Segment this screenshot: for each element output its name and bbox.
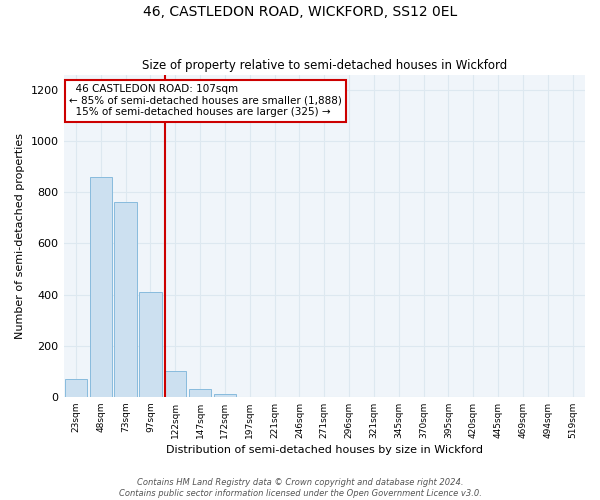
Bar bbox=[65, 379, 87, 397]
Bar bbox=[189, 389, 211, 397]
Bar bbox=[214, 394, 236, 397]
X-axis label: Distribution of semi-detached houses by size in Wickford: Distribution of semi-detached houses by … bbox=[166, 445, 483, 455]
Bar bbox=[139, 292, 161, 397]
Text: 46 CASTLEDON ROAD: 107sqm  
← 85% of semi-detached houses are smaller (1,888)
  : 46 CASTLEDON ROAD: 107sqm ← 85% of semi-… bbox=[69, 84, 341, 117]
Text: Contains HM Land Registry data © Crown copyright and database right 2024.
Contai: Contains HM Land Registry data © Crown c… bbox=[119, 478, 481, 498]
Bar bbox=[89, 177, 112, 397]
Bar bbox=[115, 202, 137, 397]
Title: Size of property relative to semi-detached houses in Wickford: Size of property relative to semi-detach… bbox=[142, 59, 507, 72]
Y-axis label: Number of semi-detached properties: Number of semi-detached properties bbox=[15, 132, 25, 338]
Bar bbox=[164, 371, 187, 397]
Text: 46, CASTLEDON ROAD, WICKFORD, SS12 0EL: 46, CASTLEDON ROAD, WICKFORD, SS12 0EL bbox=[143, 5, 457, 19]
